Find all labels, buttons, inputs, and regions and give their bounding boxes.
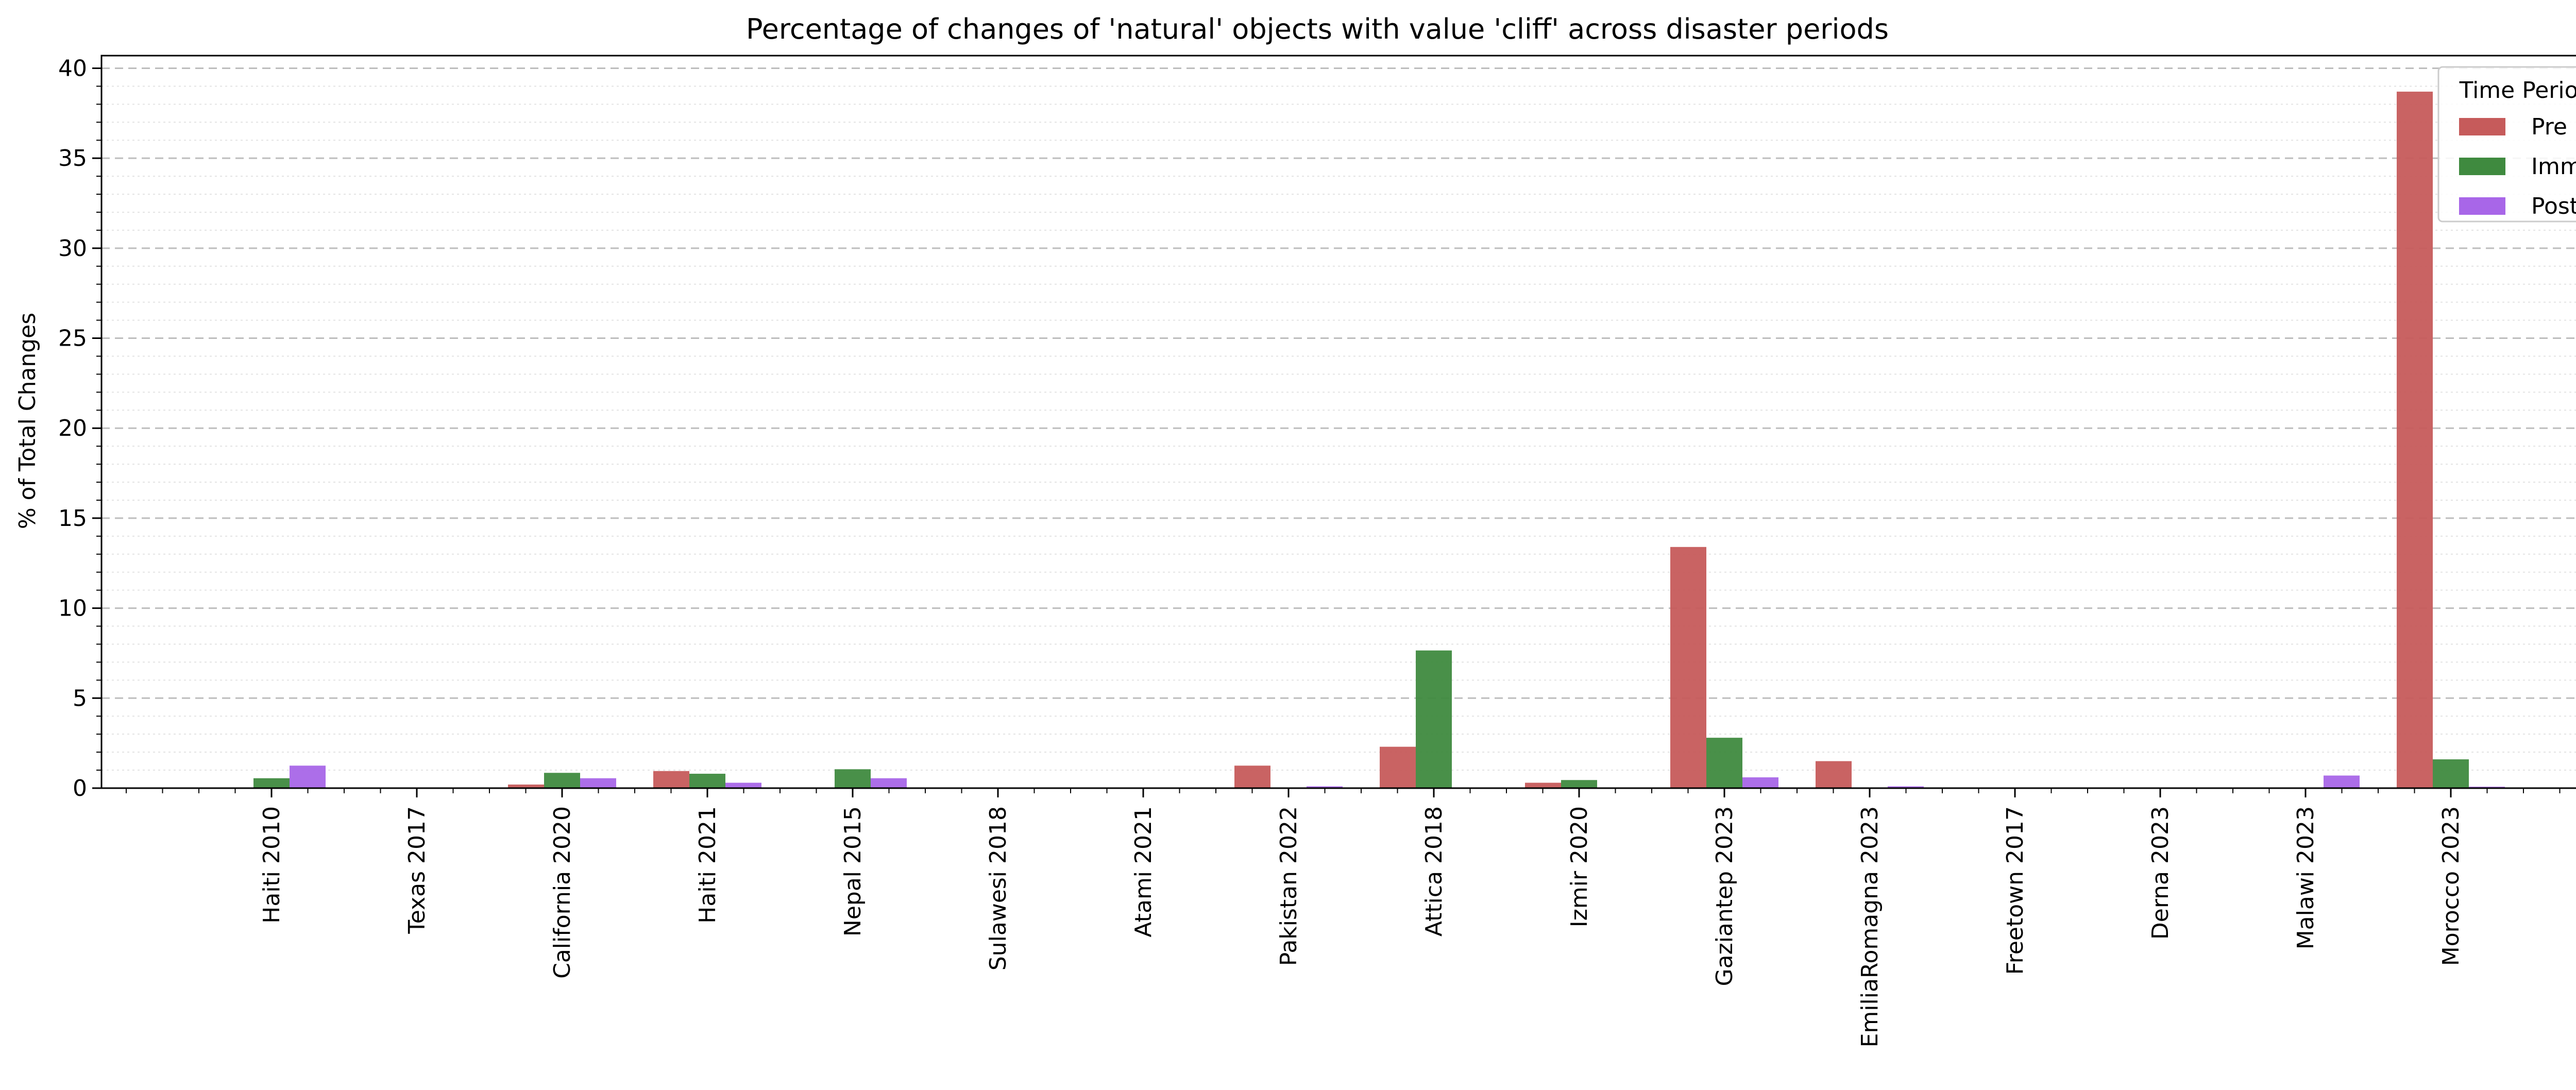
legend-title: Time Period xyxy=(2459,77,2576,104)
legend-label-post: Post xyxy=(2531,193,2576,219)
legend-label-imm: Imm xyxy=(2531,154,2576,180)
legend-box xyxy=(2437,66,2576,223)
y-tick-label: 0 xyxy=(73,775,87,802)
legend-swatch-post xyxy=(2459,197,2505,215)
x-tick-label: Pakistan 2022 xyxy=(1276,806,1302,966)
grid-layer xyxy=(101,67,2576,771)
y-tick-label: 30 xyxy=(58,235,87,262)
bar-pre xyxy=(1816,761,1852,788)
bar-imm xyxy=(544,773,580,788)
bar-imm xyxy=(1561,780,1597,788)
x-tick-label: Attica 2018 xyxy=(1421,806,1447,936)
axes-layer: 0 5 10 15 20 25 30 35 40 Haiti 2010 Texas 2017 Cali… xyxy=(58,55,2576,1047)
bar-post xyxy=(1307,786,1343,788)
y-tick-label: 15 xyxy=(58,505,87,532)
x-tick-label: Haiti 2010 xyxy=(259,806,285,924)
x-tick-label: EmiliaRomagna 2023 xyxy=(1857,806,1883,1047)
x-tick-label: Izmir 2020 xyxy=(1566,806,1592,927)
bar-pre xyxy=(1525,782,1561,788)
bar-imm xyxy=(2433,759,2469,788)
bar-pre xyxy=(1380,746,1416,788)
bar-post xyxy=(1742,777,1778,788)
bar-imm xyxy=(835,769,871,788)
chart-title: Percentage of changes of 'natural' objec… xyxy=(746,13,1889,45)
bar-pre xyxy=(653,771,689,788)
legend: Time Period Pre Imm Post xyxy=(2437,66,2576,223)
bar-imm xyxy=(1706,738,1742,788)
x-tick-label: California 2020 xyxy=(549,806,575,979)
bar-pre xyxy=(1670,547,1706,788)
x-tick-label: Atami 2021 xyxy=(1130,806,1157,938)
x-tick-label: Sulawesi 2018 xyxy=(985,806,1011,970)
y-tick-label: 5 xyxy=(73,685,87,711)
bars-layer xyxy=(253,91,2505,788)
legend-swatch-imm xyxy=(2459,158,2505,175)
x-tick-label: Malawi 2023 xyxy=(2293,806,2319,949)
plot-frame xyxy=(100,55,2576,789)
bar-post xyxy=(290,765,326,788)
x-tick-label: Morocco 2023 xyxy=(2438,806,2464,966)
bar-imm xyxy=(253,778,290,788)
bar-post xyxy=(2324,775,2360,788)
bar-post xyxy=(725,782,761,788)
bar-pre xyxy=(508,785,544,788)
bar-post xyxy=(580,778,616,788)
bar-pre xyxy=(2397,91,2433,788)
bar-imm xyxy=(1416,650,1452,788)
legend-swatch-pre xyxy=(2459,118,2505,135)
bar-post xyxy=(871,778,907,788)
x-tick-label: Nepal 2015 xyxy=(840,806,866,936)
x-tick-label: Gaziantep 2023 xyxy=(1711,806,1738,986)
x-tick-label: Freetown 2017 xyxy=(2002,806,2028,975)
y-tick-label: 40 xyxy=(58,55,87,81)
x-tick-label: Haiti 2021 xyxy=(694,806,721,924)
x-tick-label: Derna 2023 xyxy=(2147,806,2174,940)
y-tick-label: 10 xyxy=(58,595,87,622)
legend-label-pre: Pre xyxy=(2531,114,2567,140)
y-tick-label: 35 xyxy=(58,145,87,172)
y-tick-label: 25 xyxy=(58,326,87,352)
y-axis-label: % of Total Changes xyxy=(14,313,41,529)
y-tick-label: 20 xyxy=(58,415,87,441)
bar-pre xyxy=(1234,765,1270,788)
bar-imm xyxy=(689,774,725,788)
x-tick-label: Texas 2017 xyxy=(404,806,430,934)
bar-post xyxy=(1888,786,1924,788)
